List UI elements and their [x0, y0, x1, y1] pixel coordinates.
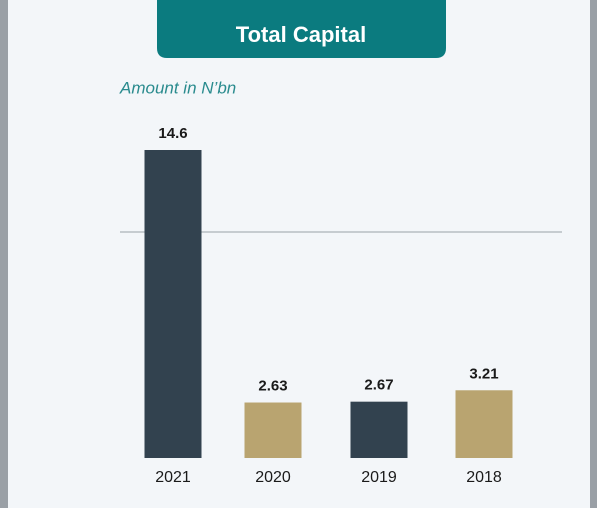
x-tick-label: 2021	[155, 469, 191, 486]
title-tab	[157, 0, 446, 58]
value-label: 3.21	[469, 365, 498, 382]
bar	[350, 401, 408, 458]
bar	[244, 402, 302, 458]
bar	[144, 150, 202, 458]
value-label: 2.63	[258, 377, 287, 394]
value-label: 14.6	[158, 125, 187, 142]
x-tick-label: 2018	[466, 469, 502, 486]
value-label: 2.67	[364, 377, 393, 394]
chart-subtitle: Amount in N’bn	[119, 78, 236, 97]
x-tick-label: 2020	[255, 469, 291, 486]
bar	[455, 390, 513, 458]
x-tick-label: 2019	[361, 469, 397, 486]
chart-title: Total Capital	[236, 22, 366, 47]
